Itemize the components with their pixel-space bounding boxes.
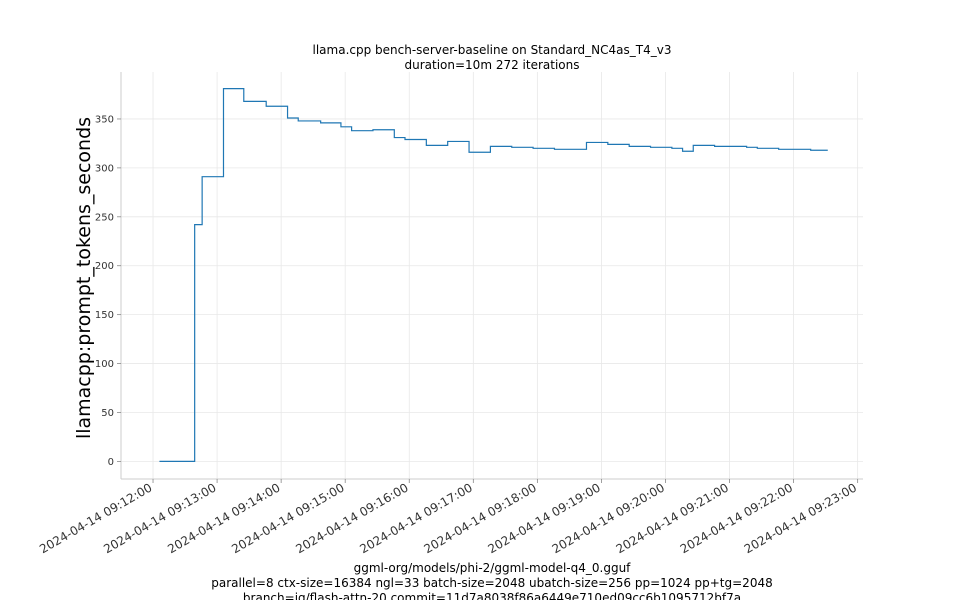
data-point [757,148,758,149]
y-tick-label: 350 [95,114,114,125]
data-point [533,148,534,149]
axes [120,72,863,480]
chart-title: llama.cpp bench-server-baseline on Stand… [313,43,672,57]
x-tick-label: 2024-04-14 09:18:00 [421,480,538,556]
y-tick-label: 200 [95,261,114,272]
data-point [159,461,160,462]
data-point [693,145,694,146]
data-point [298,120,299,121]
data-point [194,224,195,225]
x-tick-label: 2024-04-14 09:22:00 [678,480,795,556]
footer-line-2: parallel=8 ctx-size=16384 ngl=33 batch-s… [211,576,772,590]
x-tick-label: 2024-04-14 09:15:00 [229,480,346,556]
data-point [404,139,405,140]
data-point [243,101,244,102]
data-point [320,122,321,123]
chart-subtitle: duration=10m 272 iterations [405,58,580,72]
data-point [287,117,288,118]
data-point [447,141,448,142]
data-point [682,151,683,152]
data-point [468,152,469,153]
data-point [586,142,587,143]
data-point [607,144,608,145]
data-point [223,88,224,89]
x-tick-label: 2024-04-14 09:14:00 [165,480,282,556]
data-point [778,149,779,150]
data-point [394,137,395,138]
data-point [746,147,747,148]
data-point [372,129,373,130]
data-point [554,149,555,150]
x-tick-label: 2024-04-14 09:23:00 [742,480,859,556]
footer-line-3: branch=jg/flash-attn-20 commit=11d7a8038… [243,591,741,600]
y-tick-label: 0 [108,457,114,468]
data-point [810,150,811,151]
data-point [202,176,203,177]
data-point [671,148,672,149]
series-group [159,88,828,462]
y-tick-label: 50 [101,408,114,419]
x-tick-label: 2024-04-14 09:13:00 [101,480,218,556]
data-point [266,106,267,107]
y-axis-label: llamacpp:prompt_tokens_seconds [73,117,95,439]
data-point [426,145,427,146]
grid [121,72,863,479]
data-point [714,146,715,147]
data-point [799,149,800,150]
data-point [629,146,630,147]
x-tick-label: 2024-04-14 09:20:00 [550,480,667,556]
x-tick-label: 2024-04-14 09:12:00 [37,480,154,556]
x-tick-label: 2024-04-14 09:17:00 [357,480,474,556]
data-point [490,146,491,147]
x-tick-label: 2024-04-14 09:19:00 [486,480,603,556]
data-point [827,150,828,151]
y-ticks: 0 50 100 150 200 250 300 350 [95,114,121,468]
data-point [340,126,341,127]
data-point [351,130,352,131]
data-point [511,147,512,148]
y-tick-label: 300 [95,163,114,174]
y-tick-label: 250 [95,212,114,223]
y-tick-label: 150 [95,310,114,321]
y-tick-label: 100 [95,359,114,370]
data-point [650,147,651,148]
x-tick-label: 2024-04-14 09:21:00 [614,480,731,556]
footer-line-1: ggml-org/models/phi-2/ggml-model-q4_0.gg… [354,561,632,575]
x-tick-label: 2024-04-14 09:16:00 [293,480,410,556]
series-line [159,88,828,462]
